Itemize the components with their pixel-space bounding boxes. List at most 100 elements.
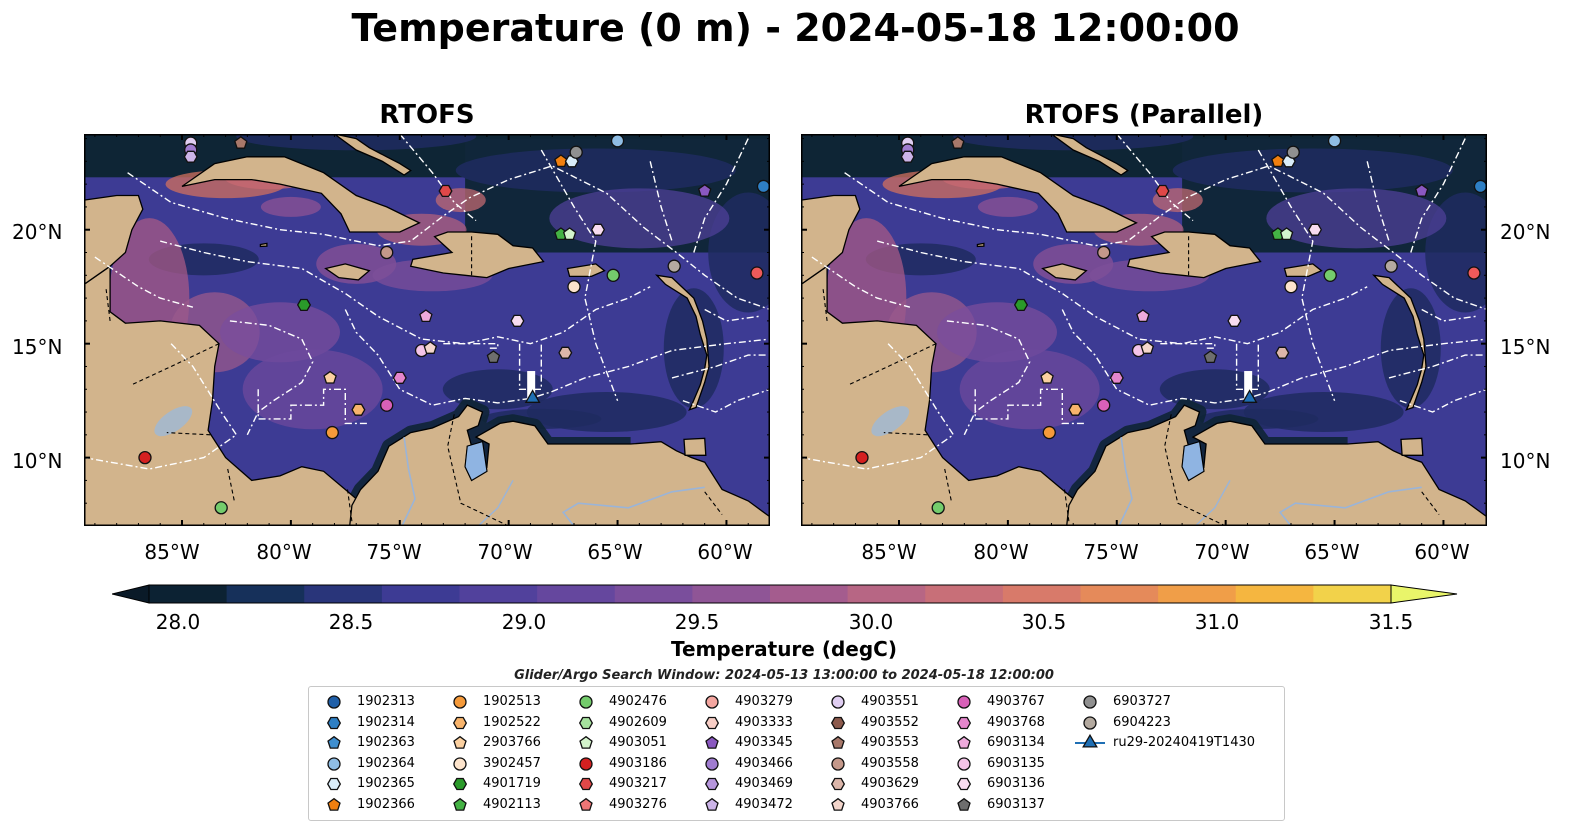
float-marker-6903134	[419, 309, 433, 323]
land-caymanIsl	[976, 242, 985, 248]
float-marker-4903186	[855, 450, 869, 465]
panel-title-rtofs: RTOFS	[379, 100, 475, 130]
legend-label: 4903333	[735, 714, 793, 730]
lat-label-15n-right: 15°N	[1500, 335, 1551, 359]
float-marker-1902513	[1042, 425, 1056, 440]
legend-marker-pentagon-icon	[453, 735, 467, 749]
legend-marker-pentagon-icon	[579, 735, 593, 749]
float-marker-1902513	[325, 425, 339, 440]
float-marker-4903553	[234, 135, 248, 149]
legend-label: ru29-20240419T1430	[1113, 735, 1256, 750]
float-marker-4903051	[1279, 227, 1294, 241]
legend-label: 4903768	[987, 714, 1045, 730]
colorbar-tick-30-0: 30.0	[848, 610, 894, 634]
legend-label: 4902609	[609, 714, 667, 730]
colorbar-tick-29-0: 29.0	[501, 610, 547, 634]
legend-marker-pentagon-icon	[831, 797, 845, 811]
lat-label-15n-left: 15°N	[12, 335, 63, 359]
land-trinidad	[1400, 437, 1424, 456]
legend-marker-hexagon-icon	[578, 716, 594, 729]
colorbar-segment	[1080, 585, 1159, 603]
float-marker-4903472	[900, 150, 915, 163]
legend-label: 4903558	[861, 755, 919, 771]
legend-label: 1902365	[357, 776, 415, 791]
lat-label-10n-left: 10°N	[12, 449, 63, 473]
legend-marker-hexagon-icon	[956, 777, 972, 791]
legend-marker-hexagon-icon	[830, 716, 846, 729]
colorbar-segment	[692, 585, 771, 603]
legend-label: 4901719	[483, 776, 541, 791]
legend-marker-circle-icon	[453, 695, 467, 709]
colorbar-tick-29-5: 29.5	[674, 610, 720, 634]
float-marker-4903558	[1097, 245, 1111, 260]
float-marker-4903186	[138, 450, 152, 465]
land-cuba	[181, 156, 421, 233]
legend-marker-circle-icon	[831, 756, 845, 771]
lon-label-65w-right: 65°W	[1304, 540, 1360, 564]
legend-label: 6903727	[1113, 694, 1171, 709]
legend-marker-hexagon-icon	[326, 716, 342, 729]
colorbar-tick-31-5: 31.5	[1368, 610, 1414, 634]
legend-label: 4902113	[483, 796, 541, 812]
float-marker-6903136	[1307, 223, 1323, 236]
legend-label: 2903766	[483, 735, 541, 750]
colorbar-segment	[847, 585, 926, 603]
float-marker-3902457	[567, 280, 581, 294]
legend-label: 4903552	[861, 714, 919, 730]
legend-marker-hexagon-icon	[704, 716, 720, 729]
float-marker-4903768	[392, 371, 407, 384]
float-marker-4903051	[562, 227, 577, 241]
colorbar-segment	[149, 585, 228, 603]
legend-marker-pentagon-icon	[957, 797, 971, 811]
float-marker-6903727	[1286, 145, 1300, 159]
colorbar-segment	[537, 585, 616, 603]
map-panel-rtofs	[84, 134, 770, 526]
float-marker-4902476	[214, 501, 228, 515]
legend-label: 1902363	[357, 735, 415, 750]
legend-marker-hexagon-icon	[704, 777, 720, 791]
colorbar	[112, 584, 1458, 604]
legend-label: 6903135	[987, 755, 1045, 771]
colorbar-label: Temperature (degC)	[671, 637, 897, 661]
legend-marker-circle-icon	[831, 695, 845, 709]
legend-marker-pentagon-icon	[579, 797, 593, 811]
legend-label: 1902522	[483, 714, 541, 730]
colorbar-segment	[925, 585, 1004, 603]
float-marker-4903553	[951, 135, 965, 149]
float-marker-6903134	[1136, 309, 1150, 323]
legend-label: 4903469	[735, 776, 793, 791]
legend-label: 1902314	[357, 714, 415, 730]
land-caymanIsl	[259, 242, 268, 248]
land-southAmerica	[349, 404, 770, 526]
float-marker-6904223	[1384, 259, 1398, 273]
legend-marker-pentagon-icon	[327, 735, 341, 749]
float-marker-4903217	[1155, 184, 1170, 198]
legend-label: 6903136	[987, 776, 1045, 791]
legend-marker-circle-icon	[705, 756, 719, 771]
float-marker-4902476	[931, 501, 945, 515]
lon-label-70w-right: 70°W	[1194, 540, 1250, 564]
land-jamaica	[324, 263, 371, 281]
land-hispaniola	[409, 231, 545, 279]
legend-marker-pentagon-icon	[705, 735, 719, 749]
land-southAmerica	[1066, 404, 1487, 526]
float-marker-6903137	[486, 350, 501, 364]
float-marker-4902609	[1323, 268, 1337, 282]
lon-label-60w-left: 60°W	[697, 540, 753, 564]
land-antilles	[1372, 274, 1427, 411]
lon-label-80w-right: 80°W	[973, 540, 1029, 564]
float-marker-3902457	[1284, 280, 1298, 294]
legend-label: 6903134	[987, 735, 1045, 750]
legend-marker-hexagon-icon	[830, 777, 846, 791]
map-panel-rtofs-parallel	[801, 134, 1487, 526]
colorbar-segment	[1235, 585, 1314, 603]
legend-label: 4903279	[735, 694, 793, 709]
legend-label: 1902364	[357, 755, 415, 771]
legend-marker-hexagon-icon	[578, 777, 594, 791]
legend-marker-pentagon-icon	[327, 797, 341, 811]
colorbar-segment	[1158, 585, 1237, 603]
lon-label-75w-left: 75°W	[366, 540, 422, 564]
float-marker-4903345	[697, 183, 712, 197]
float-marker-4903558	[380, 245, 394, 260]
legend-marker-pentagon-icon	[831, 735, 845, 749]
